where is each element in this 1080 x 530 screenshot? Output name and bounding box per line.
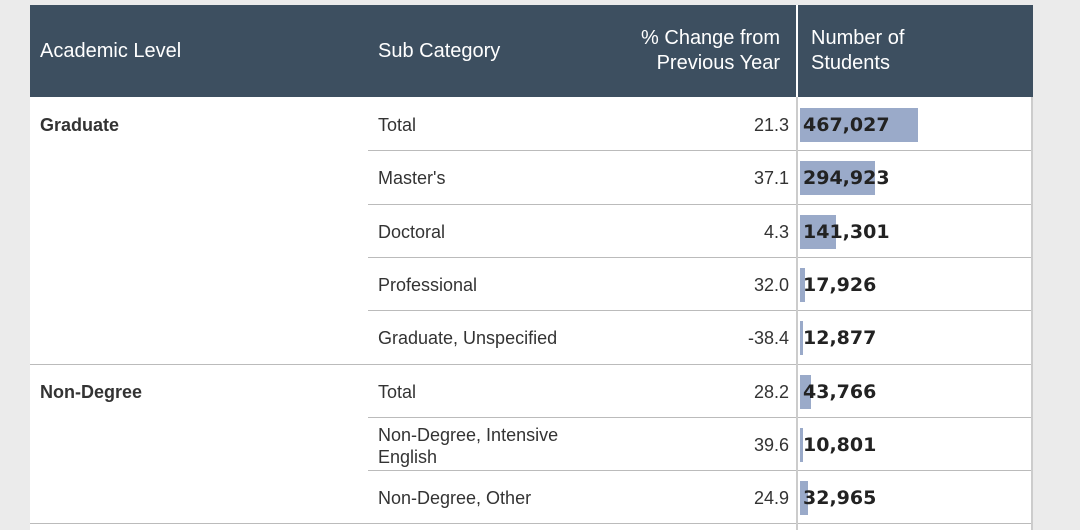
student-count: 467,027	[803, 114, 890, 136]
column-header[interactable]: Number of Students	[811, 27, 905, 74]
student-bar	[800, 427, 803, 462]
student-bar	[800, 321, 804, 356]
row-divider	[368, 416, 1033, 418]
student-count: 294,923	[803, 167, 890, 190]
percent-change: 37.1	[753, 168, 789, 189]
percent-change: 32.0	[753, 274, 789, 295]
sub-category: Total	[378, 115, 417, 135]
sub-category: Non-Degree, Intensive English	[378, 424, 559, 467]
student-bar	[800, 108, 918, 142]
percent-change: 24.9	[753, 488, 789, 509]
percent-change: 28.2	[753, 381, 789, 402]
column-divider	[1031, 97, 1033, 530]
column-divider	[796, 97, 798, 530]
student-bar	[800, 481, 809, 516]
student-bar	[800, 374, 812, 409]
student-count: 43,766	[803, 380, 877, 403]
sub-category: Professional	[378, 274, 478, 295]
student-count: 32,965	[803, 487, 877, 510]
student-count: 17,926	[803, 273, 877, 296]
sub-category: Master's	[378, 168, 446, 189]
percent-change: -38.4	[747, 328, 789, 349]
student-count: 141,301	[803, 220, 890, 243]
student-count: 10,801	[803, 433, 877, 456]
row-divider	[368, 203, 1033, 205]
column-header[interactable]: Academic Level	[40, 40, 182, 62]
academic-level: Graduate	[40, 115, 120, 135]
row-divider	[30, 363, 1033, 365]
percent-change: 39.6	[753, 434, 789, 455]
row-divider	[368, 256, 1033, 258]
academic-level: Non-Degree	[40, 381, 143, 402]
row-divider	[30, 523, 1033, 525]
sub-category: Total	[378, 381, 417, 402]
student-bar	[800, 214, 836, 249]
table-header: Academic Level Sub Category % Change fro…	[30, 5, 1033, 97]
column-divider	[796, 5, 798, 97]
row-divider	[368, 310, 1033, 312]
sub-category: Non-Degree, Other	[378, 488, 532, 509]
sub-category: Doctoral	[378, 221, 446, 242]
column-header[interactable]: Sub Category	[378, 40, 501, 62]
percent-change: 21.3	[753, 115, 789, 135]
row-divider	[368, 470, 1033, 472]
student-count: 12,877	[803, 327, 877, 350]
sub-category: Graduate, Unspecified	[378, 328, 558, 349]
student-bar	[800, 267, 805, 302]
row-divider	[368, 150, 1033, 152]
student-bar	[800, 161, 875, 196]
percent-change: 4.3	[763, 221, 789, 242]
table: Academic Level Sub Category % Change fro…	[30, 5, 1033, 530]
column-header[interactable]: % Change from Previous Year	[641, 27, 780, 74]
